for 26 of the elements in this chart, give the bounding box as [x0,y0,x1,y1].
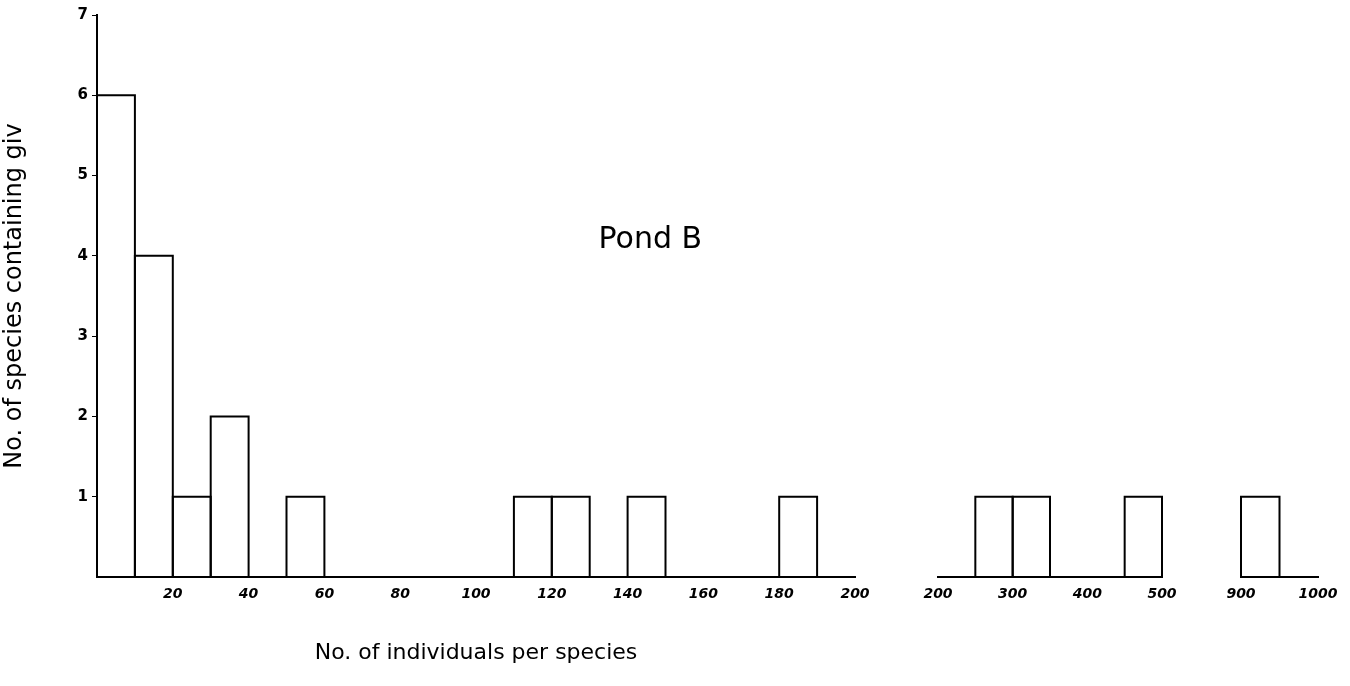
x-tick-label: 80 [390,585,411,602]
x-tick-label: 200 [840,585,870,602]
x-tick-label: 140 [612,585,643,602]
x-tick-label: 400 [1071,585,1103,602]
y-axis-title: No. of species containing giv [0,123,27,469]
x-tick-label: 200 [923,585,953,602]
x-tick-label: 500 [1147,585,1177,602]
x-tick-label: 40 [237,585,259,602]
text: Pond B [598,219,703,255]
y-tick-label: 1 [77,486,88,505]
x-tick-label: 60 [314,585,335,602]
y-tick-label: 6 [77,85,88,104]
x-tick-label: 20 [163,585,183,602]
y-tick-label: 4 [77,245,88,264]
y-tick-label: 3 [77,326,88,345]
x-tick-label: 300 [998,585,1028,602]
x-tick-label: 900 [1226,585,1256,602]
x-tick-label: 1000 [1298,585,1338,602]
y-tick-label: 2 [77,406,88,425]
x-tick-label: 180 [764,585,795,602]
x-tick-label: 100 [461,585,491,602]
y-tick-label: 7 [77,4,88,23]
x-axis-title: No. of individuals per species [314,638,638,664]
x-tick-label: 160 [688,585,719,602]
y-tick-label: 5 [77,165,88,184]
x-tick-label: 120 [537,585,567,602]
